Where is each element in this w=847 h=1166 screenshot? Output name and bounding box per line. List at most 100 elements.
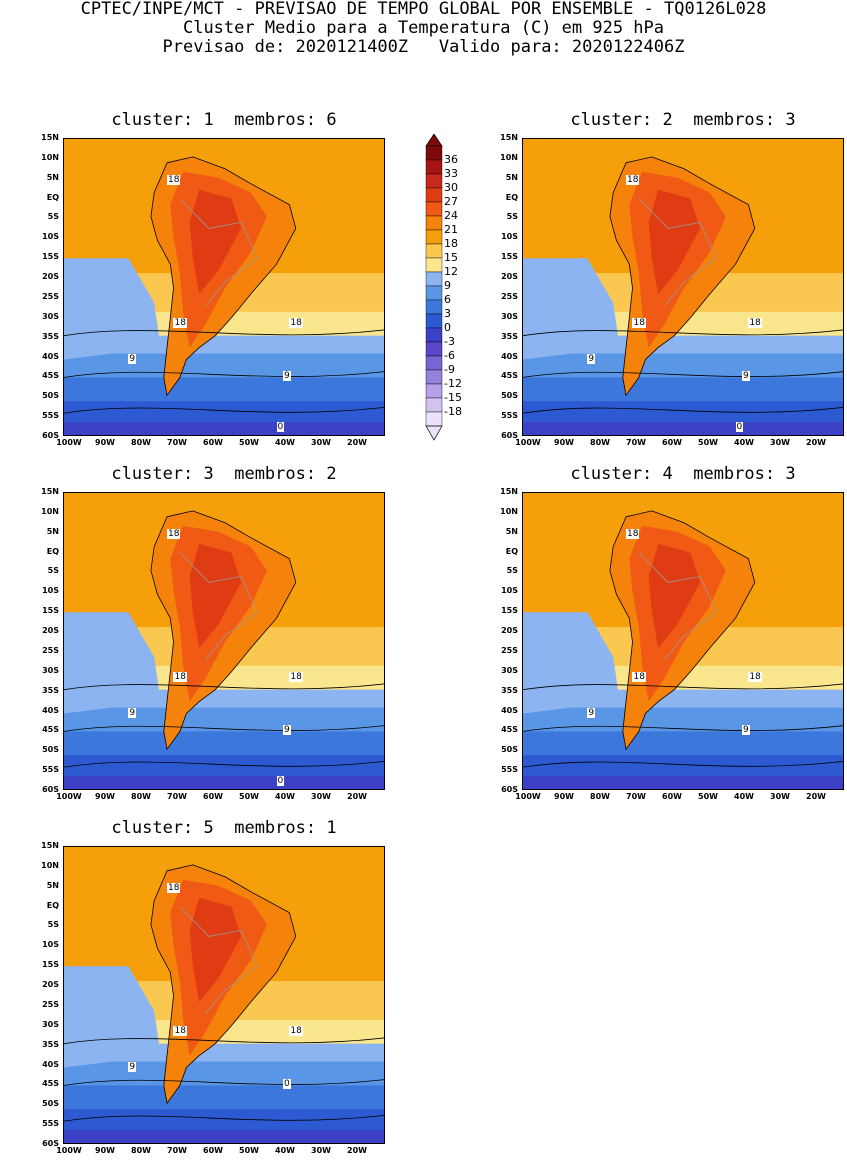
colorbar-swatch xyxy=(425,229,443,245)
colorbar-top-arrow xyxy=(425,133,443,147)
colorbar-swatch xyxy=(425,257,443,273)
temperature-band xyxy=(523,377,843,403)
lat-tick-label: 20S xyxy=(42,626,59,636)
lat-tick-label: 60S xyxy=(42,431,59,440)
lat-tick-label: 15S xyxy=(42,960,59,970)
lat-tick-label: 25S xyxy=(501,291,518,301)
lon-tick-label: 80W xyxy=(131,438,151,447)
contour-line xyxy=(523,761,843,768)
lat-tick-label: 10S xyxy=(501,232,518,242)
lat-tick-label: 15N xyxy=(41,841,59,850)
temperature-band xyxy=(64,755,384,778)
colorbar-level-label: -18 xyxy=(444,405,462,418)
contour-label: 18 xyxy=(289,671,303,682)
lon-tick-label: 100W xyxy=(56,1146,82,1155)
colorbar-level-label: -6 xyxy=(444,349,455,362)
temperature-band xyxy=(64,1130,384,1143)
lat-tick-label: 60S xyxy=(42,785,59,794)
contour-line xyxy=(523,407,843,414)
map-field xyxy=(64,847,384,1143)
country-borders xyxy=(179,198,258,307)
pacific-cool-region xyxy=(64,612,161,714)
temperature-band xyxy=(523,353,843,379)
contour-line xyxy=(64,761,384,768)
lat-tick-label: 35S xyxy=(42,685,59,695)
lat-tick-label: 50S xyxy=(42,1099,59,1109)
colorbar-swatch xyxy=(425,355,443,371)
lat-tick-label: 45S xyxy=(42,1079,59,1089)
lat-tick-label: 10S xyxy=(42,940,59,950)
panel-title: cluster: 1 membros: 6 xyxy=(111,110,337,130)
contour-label: 18 xyxy=(632,671,646,682)
lat-tick-label: 30S xyxy=(501,665,518,675)
lat-tick-label: 40S xyxy=(501,351,518,361)
contour-label: 9 xyxy=(587,353,596,364)
map-field xyxy=(64,493,384,789)
lat-tick-label: 20S xyxy=(501,272,518,282)
lat-tick-label: EQ xyxy=(46,192,59,202)
lon-tick-label: 30W xyxy=(311,438,331,447)
lon-tick-label: 70W xyxy=(626,792,646,801)
lon-tick-label: 40W xyxy=(734,438,754,447)
lat-tick-label: 15S xyxy=(501,606,518,616)
lon-tick-label: 90W xyxy=(95,1146,115,1155)
colorbar-level-label: 6 xyxy=(444,293,451,306)
hot-core xyxy=(189,543,242,648)
colorbar-level-label: 27 xyxy=(444,195,458,208)
colorbar-swatch xyxy=(425,411,443,427)
colorbar-swatch xyxy=(425,341,443,357)
panel-title: cluster: 5 membros: 1 xyxy=(111,818,337,838)
colorbar-level-label: -9 xyxy=(444,363,455,376)
lat-tick-label: 15S xyxy=(501,252,518,262)
colorbar-level-label: 15 xyxy=(444,251,458,264)
colorbar-swatch xyxy=(425,383,443,399)
lat-tick-label: 25S xyxy=(42,645,59,655)
colorbar-swatch xyxy=(425,243,443,259)
lat-tick-label: 30S xyxy=(42,665,59,675)
contour-label: 9 xyxy=(128,707,137,718)
header-line-1: CPTEC/INPE/MCT - PREVISAO DE TEMPO GLOBA… xyxy=(80,0,767,19)
colorbar-swatch xyxy=(425,215,443,231)
lat-tick-label: 10S xyxy=(501,586,518,596)
colorbar-level-label: 18 xyxy=(444,237,458,250)
temperature-band xyxy=(64,707,384,733)
contour-label: 18 xyxy=(632,317,646,328)
lat-tick-label: 35S xyxy=(42,1039,59,1049)
lon-tick-label: 60W xyxy=(662,792,682,801)
map-panel: cluster: 4 membros: 3 18 18 18 9 9 15N 10N 5N EQ 5… xyxy=(472,464,847,812)
lon-tick-label: 60W xyxy=(203,792,223,801)
lat-tick-label: 20S xyxy=(42,272,59,282)
colorbar-swatch xyxy=(425,397,443,413)
lon-tick-label: 90W xyxy=(95,792,115,801)
lat-tick-label: 5N xyxy=(46,526,59,536)
colorbar-swatch xyxy=(425,271,443,287)
contour-line xyxy=(64,1115,384,1122)
lat-tick-label: 50S xyxy=(501,391,518,401)
colorbar-swatch xyxy=(425,173,443,189)
colorbar-level-label: 0 xyxy=(444,321,451,334)
lon-tick-label: 80W xyxy=(131,1146,151,1155)
lon-tick-label: 50W xyxy=(239,792,259,801)
lat-tick-label: 50S xyxy=(42,391,59,401)
temperature-map: 18 18 18 9 0 xyxy=(63,846,385,1144)
colorbar-level-label: 12 xyxy=(444,265,458,278)
contour-line xyxy=(64,725,384,732)
colorbar-swatch xyxy=(425,201,443,217)
lat-tick-label: 20S xyxy=(42,980,59,990)
lon-tick-label: 100W xyxy=(56,438,82,447)
contour-line xyxy=(64,371,384,378)
lon-tick-label: 70W xyxy=(167,438,187,447)
lat-tick-label: 15N xyxy=(41,487,59,496)
country-borders xyxy=(638,198,717,307)
map-field xyxy=(523,493,843,789)
lon-tick-label: 90W xyxy=(95,438,115,447)
contour-label: 18 xyxy=(173,317,187,328)
lat-tick-label: 60S xyxy=(501,431,518,440)
lat-tick-label: 10N xyxy=(500,152,518,162)
contour-label: 9 xyxy=(741,371,750,382)
lon-tick-label: 60W xyxy=(203,438,223,447)
lon-tick-label: 90W xyxy=(554,792,574,801)
lon-tick-label: 70W xyxy=(626,438,646,447)
lat-tick-label: EQ xyxy=(46,900,59,910)
lon-tick-label: 60W xyxy=(662,438,682,447)
